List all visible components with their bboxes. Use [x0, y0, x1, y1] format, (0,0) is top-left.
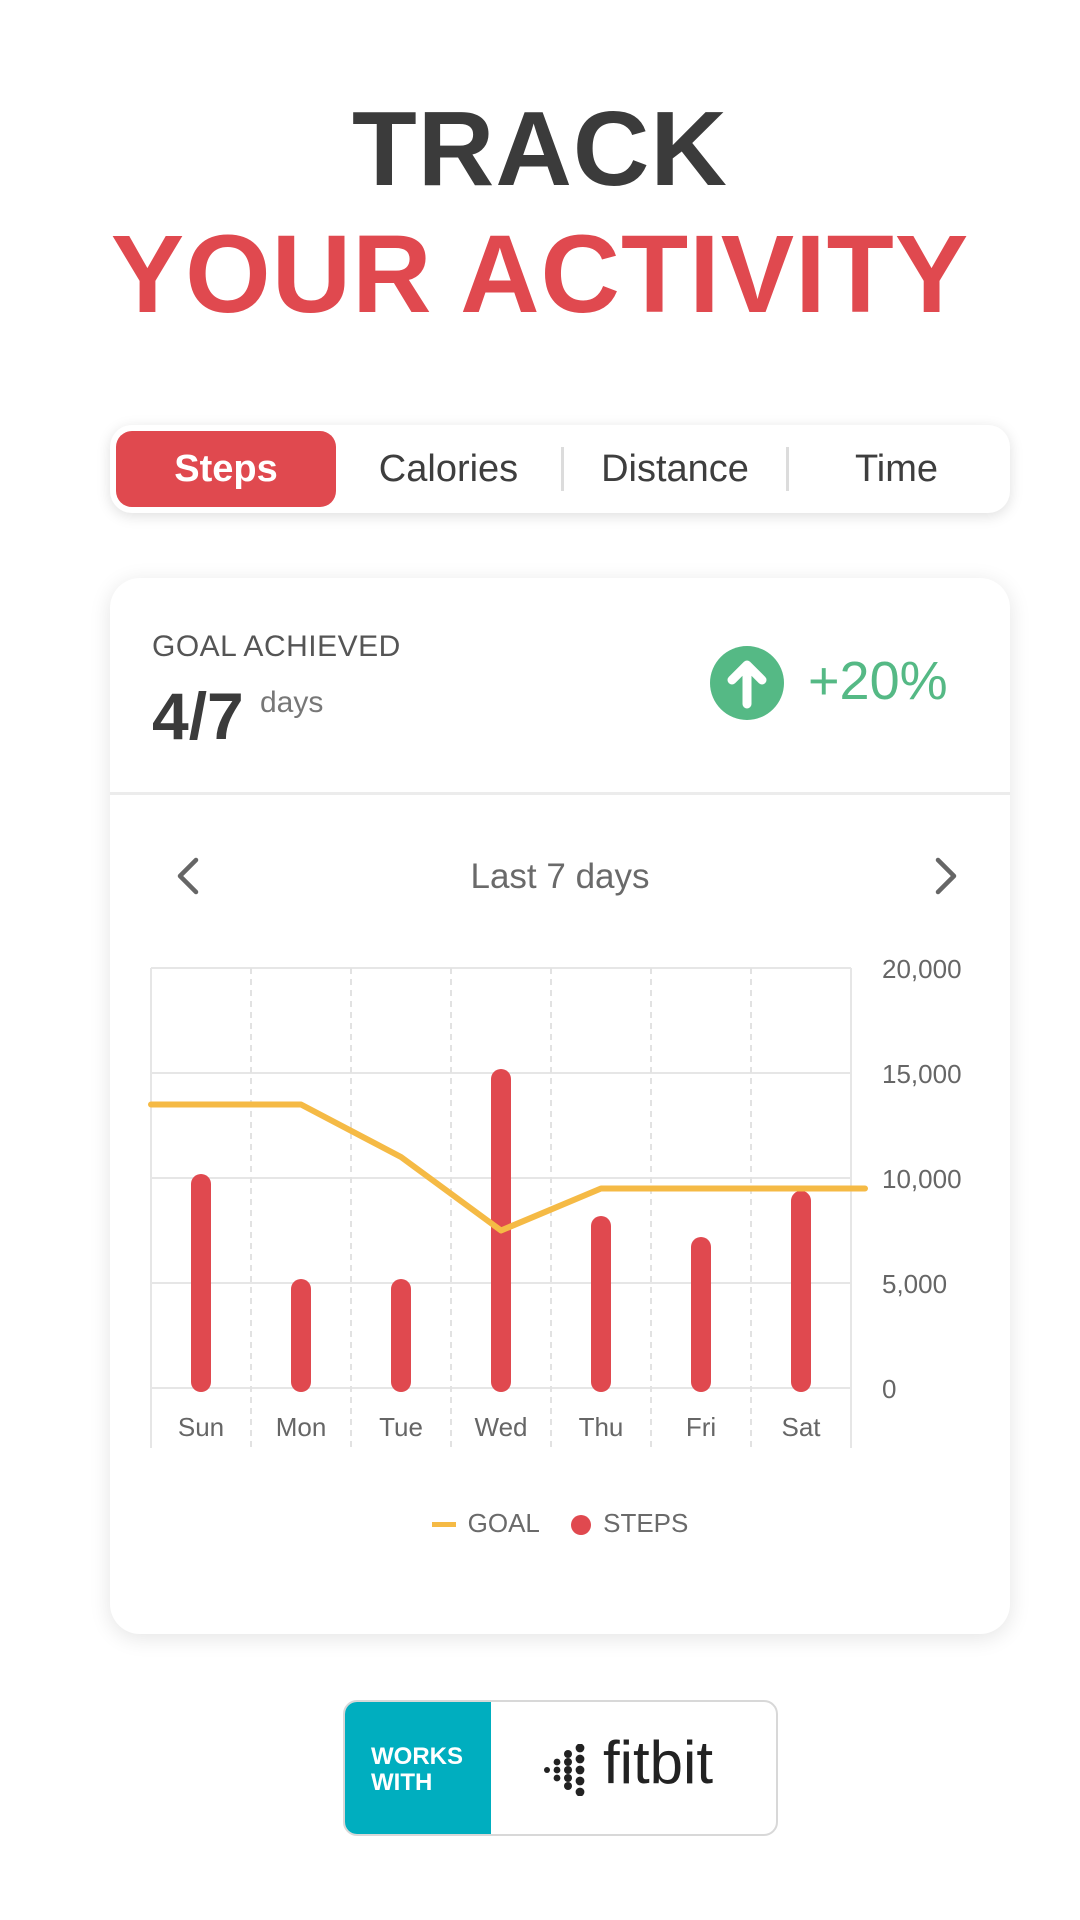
x-tick-label: Thu: [579, 1412, 624, 1442]
legend-steps-label: STEPS: [603, 1507, 689, 1538]
tab-time[interactable]: Time: [854, 448, 939, 490]
chevron-right-icon[interactable]: [914, 846, 974, 906]
goal-achieved-label: GOAL ACHIEVED: [152, 630, 401, 663]
x-tick-label: Tue: [379, 1412, 423, 1442]
legend-goal: GOAL: [431, 1507, 540, 1539]
divider: [110, 792, 1010, 795]
x-tick-label: Wed: [475, 1412, 528, 1442]
y-tick-label: 5,000: [882, 1269, 947, 1299]
metric-tabs: Steps Calories Distance Time: [110, 425, 1010, 513]
y-tick-label: 10,000: [882, 1164, 962, 1194]
headline-track: TRACK: [352, 90, 728, 208]
fitbit-dots-icon: [541, 1743, 591, 1797]
x-tick-label: Fri: [686, 1412, 716, 1442]
steps-chart: 0 5,000 10,000 15,000 20,000 Sun Mon Tue Wed Thu F…: [148, 958, 962, 1448]
goal-achieved-unit: days: [260, 686, 324, 719]
x-tick-label: Sat: [781, 1412, 821, 1442]
goal-achieved-value: 4/7: [152, 679, 244, 753]
legend-steps-swatch: [571, 1514, 592, 1535]
works-with-fitbit-badge: WORKS WITH fitbit: [343, 1700, 778, 1836]
tab-distance[interactable]: Distance: [601, 448, 749, 490]
chart-legend: GOAL STEPS: [110, 1506, 1010, 1539]
y-tick-label: 20,000: [882, 958, 962, 984]
works-with-label: WORKS WITH: [345, 1702, 491, 1834]
fitbit-brand-text: fitbit: [603, 1729, 714, 1796]
legend-steps: STEPS: [571, 1508, 688, 1539]
tab-separator: [561, 447, 564, 491]
works-with-line1: WORKS: [371, 1743, 463, 1770]
legend-goal-label: GOAL: [467, 1507, 540, 1538]
activity-card: GOAL ACHIEVED 4/7 days +20% Last 7 days …: [110, 578, 1010, 1634]
y-tick-label: 0: [882, 1374, 896, 1404]
x-tick-label: Sun: [178, 1412, 224, 1442]
tab-steps[interactable]: Steps: [116, 431, 336, 507]
goal-line: [148, 1101, 868, 1234]
chevron-left-icon[interactable]: [160, 846, 220, 906]
y-tick-label: 15,000: [882, 1059, 962, 1089]
tab-calories[interactable]: Calories: [378, 448, 519, 490]
date-range-label: Last 7 days: [470, 857, 650, 896]
headline-your-activity: YOUR ACTIVITY: [110, 213, 970, 336]
works-with-line2: WITH: [371, 1769, 433, 1796]
change-percentage: +20%: [808, 651, 948, 711]
arrow-up-icon: [710, 646, 784, 720]
x-tick-label: Mon: [276, 1412, 327, 1442]
legend-goal-swatch: [431, 1522, 456, 1528]
tab-separator: [786, 447, 789, 491]
